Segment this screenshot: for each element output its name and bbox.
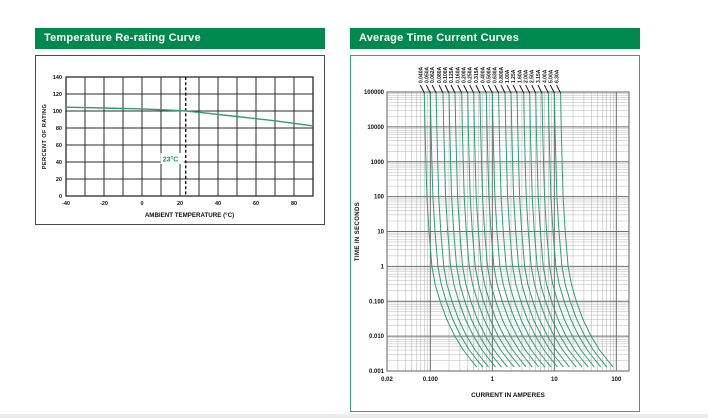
svg-text:0.630A: 0.630A [493,66,499,83]
svg-text:AMBIENT TEMPERATURE (°C): AMBIENT TEMPERATURE (°C) [145,212,234,219]
svg-text:23°C: 23°C [163,156,179,164]
time-current-chart-box: 100000 10000 1000 100 10 1 0.100 0.010 0.001 0.02… [350,55,640,412]
svg-text:1: 1 [381,264,385,270]
svg-text:120: 120 [53,92,62,98]
svg-text:10: 10 [551,377,558,383]
svg-text:60: 60 [253,201,259,207]
svg-text:0.02: 0.02 [381,377,393,383]
svg-text:0.080A: 0.080A [437,66,443,83]
svg-text:-40: -40 [62,201,70,207]
svg-text:1: 1 [491,377,495,383]
svg-text:20: 20 [56,177,62,183]
svg-text:0.100: 0.100 [423,377,439,383]
svg-text:0.800A: 0.800A [499,66,505,83]
svg-text:1000: 1000 [371,160,385,166]
svg-text:PERCENT OF RATING: PERCENT OF RATING [42,104,48,169]
svg-text:40: 40 [56,160,62,166]
svg-text:20: 20 [177,201,183,207]
svg-text:100: 100 [374,195,385,201]
svg-text:0.400A: 0.400A [480,66,486,83]
svg-text:0: 0 [140,201,143,207]
svg-text:100: 100 [611,377,622,383]
svg-text:0.500A: 0.500A [486,66,492,83]
svg-text:3.15A: 3.15A [536,69,542,83]
left-chart-header: Temperature Re-rating Curve [35,28,325,49]
svg-text:0.062A: 0.062A [430,66,436,83]
svg-text:1.60A: 1.60A [518,69,524,83]
svg-text:100000: 100000 [364,90,385,96]
svg-text:5.00A: 5.00A [548,69,554,83]
svg-text:0.100A: 0.100A [443,66,449,83]
svg-text:60: 60 [56,143,62,149]
svg-text:40: 40 [215,201,221,207]
svg-text:0.250A: 0.250A [468,66,474,83]
svg-text:CURRENT IN AMPERES: CURRENT IN AMPERES [471,392,545,399]
svg-text:TIME IN SECONDS: TIME IN SECONDS [355,202,361,261]
svg-text:0.001: 0.001 [369,369,385,375]
svg-text:0.100: 0.100 [369,299,385,305]
temperature-rerating-chart-box: 0 20 40 60 80 100 120 140 -40 -20 0 20 40 60 80 AMBIENT… [35,55,325,225]
svg-text:0: 0 [59,194,62,200]
left-chart-title: Temperature Re-rating Curve [44,32,201,44]
svg-text:0.050A: 0.050A [424,66,430,83]
svg-text:0.160A: 0.160A [456,66,462,83]
svg-text:6.30A: 6.30A [555,69,561,83]
svg-text:0.125A: 0.125A [449,66,455,83]
svg-text:-20: -20 [100,201,108,207]
temperature-rerating-chart: 0 20 40 60 80 100 120 140 -40 -20 0 20 40 60 80 AMBIENT… [42,75,314,219]
svg-text:2.50A: 2.50A [530,69,536,83]
svg-text:0.010: 0.010 [369,334,385,340]
right-chart-title: Average Time Current Curves [359,32,520,44]
svg-text:100: 100 [53,109,62,115]
svg-text:1.25A: 1.25A [511,69,517,83]
svg-text:140: 140 [53,75,62,81]
svg-text:2.00A: 2.00A [524,69,530,83]
svg-text:0.040A: 0.040A [418,66,424,83]
footer-strip [0,414,708,418]
svg-text:10: 10 [377,230,384,236]
svg-text:0.200A: 0.200A [462,66,468,83]
time-current-chart: 100000 10000 1000 100 10 1 0.100 0.010 0.001 0.02… [355,66,630,399]
right-chart-header: Average Time Current Curves [350,28,640,49]
svg-text:10000: 10000 [367,125,384,131]
svg-text:4.00A: 4.00A [542,69,548,83]
svg-text:1.00A: 1.00A [505,69,511,83]
svg-text:80: 80 [291,201,297,207]
svg-text:80: 80 [56,126,62,132]
svg-text:0.315A: 0.315A [474,66,480,83]
